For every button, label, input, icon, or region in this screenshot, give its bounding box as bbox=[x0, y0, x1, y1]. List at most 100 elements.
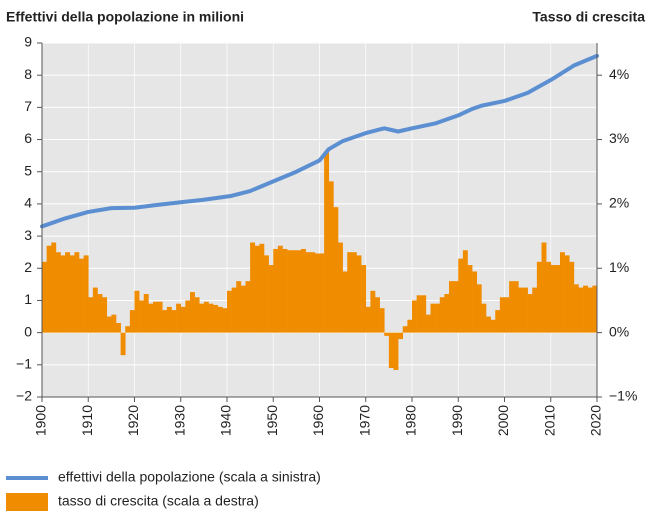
y2-tick-label: 3% bbox=[609, 130, 629, 146]
bar bbox=[472, 271, 478, 333]
bar bbox=[46, 245, 52, 333]
bar bbox=[74, 252, 80, 333]
bar bbox=[268, 265, 274, 333]
y2-tick-label: 4% bbox=[609, 66, 629, 82]
y-tick-label: 8 bbox=[24, 66, 32, 82]
bar bbox=[370, 290, 376, 333]
bar bbox=[217, 306, 223, 333]
y-tick-label: −2 bbox=[16, 388, 32, 404]
bar bbox=[462, 250, 468, 333]
bar bbox=[393, 332, 399, 370]
bar bbox=[139, 300, 145, 333]
bar bbox=[338, 242, 343, 333]
bar bbox=[573, 284, 579, 333]
bar bbox=[504, 297, 510, 333]
bar bbox=[550, 265, 556, 333]
bar bbox=[190, 292, 195, 333]
y-tick-label: 7 bbox=[24, 98, 32, 114]
bar bbox=[449, 281, 454, 333]
bar bbox=[513, 281, 519, 333]
bar bbox=[476, 284, 482, 333]
bar bbox=[166, 306, 172, 333]
x-tick-label: 1960 bbox=[310, 405, 326, 436]
bar bbox=[435, 303, 441, 333]
bar bbox=[171, 310, 177, 333]
bar bbox=[254, 245, 260, 333]
bar bbox=[402, 326, 408, 333]
bar bbox=[523, 287, 528, 333]
y-tick-label: 3 bbox=[24, 227, 32, 243]
bar bbox=[412, 300, 417, 333]
bar bbox=[324, 152, 330, 333]
x-tick-label: 1970 bbox=[356, 405, 372, 436]
bar bbox=[120, 332, 126, 356]
x-tick-label: 2000 bbox=[495, 405, 511, 436]
bar bbox=[351, 252, 357, 333]
y2-tick-label: 0% bbox=[609, 323, 629, 339]
bar bbox=[106, 316, 112, 333]
bar bbox=[342, 271, 348, 333]
bar bbox=[125, 326, 131, 333]
bar bbox=[486, 316, 491, 333]
bar bbox=[92, 287, 98, 333]
line bbox=[40, 53, 599, 229]
bar bbox=[453, 281, 459, 333]
bar bbox=[273, 248, 279, 333]
bar bbox=[277, 245, 283, 333]
bar bbox=[245, 281, 251, 333]
bar bbox=[116, 322, 121, 333]
bar bbox=[153, 301, 158, 333]
bar bbox=[296, 250, 302, 333]
bar bbox=[560, 252, 565, 333]
bar bbox=[88, 297, 94, 333]
bar bbox=[416, 295, 422, 333]
y2-tick-label: −1% bbox=[609, 388, 637, 404]
legend-swatch bbox=[6, 493, 48, 511]
bar bbox=[148, 303, 154, 333]
bar bbox=[301, 248, 306, 333]
y-tick-label: 5 bbox=[24, 162, 32, 178]
bar bbox=[583, 285, 589, 333]
y-tick-label: 0 bbox=[24, 323, 32, 339]
bar bbox=[176, 303, 182, 333]
bar bbox=[264, 255, 269, 333]
bar bbox=[314, 253, 320, 333]
x-tick-label: 1980 bbox=[403, 405, 419, 436]
y2-tick-label: 1% bbox=[609, 259, 629, 275]
bar bbox=[305, 252, 311, 333]
bar bbox=[407, 319, 413, 333]
x-tick-label: 1950 bbox=[264, 405, 280, 436]
bar bbox=[347, 252, 353, 333]
bar bbox=[467, 265, 473, 333]
bar bbox=[213, 304, 219, 333]
bar bbox=[291, 250, 297, 333]
x-tick-label: 2020 bbox=[588, 405, 604, 436]
bar bbox=[444, 294, 450, 333]
bar bbox=[83, 255, 89, 333]
bar bbox=[134, 290, 140, 333]
bar bbox=[287, 250, 293, 333]
bar bbox=[356, 255, 362, 333]
bar bbox=[398, 332, 404, 340]
bar bbox=[481, 303, 487, 333]
bar bbox=[194, 297, 200, 333]
bar bbox=[425, 314, 431, 333]
bar bbox=[333, 207, 339, 333]
x-tick-label: 1990 bbox=[449, 405, 465, 436]
bar bbox=[227, 290, 232, 333]
legend-label: effettivi della popolazione (scala a sin… bbox=[58, 469, 321, 485]
bar bbox=[319, 253, 325, 333]
legend-label: tasso di crescita (scala a destra) bbox=[58, 493, 259, 509]
bar bbox=[546, 261, 552, 333]
x-tick-label: 1910 bbox=[79, 405, 95, 436]
bar bbox=[388, 332, 394, 369]
bar bbox=[259, 243, 265, 333]
bar bbox=[555, 265, 561, 333]
bar bbox=[111, 314, 117, 333]
x-tick-label: 1920 bbox=[125, 405, 141, 436]
bar bbox=[541, 242, 547, 333]
x-tick-label: 2010 bbox=[541, 405, 557, 436]
y-tick-label: 4 bbox=[24, 195, 32, 211]
bar bbox=[328, 181, 334, 333]
bar bbox=[587, 287, 593, 333]
